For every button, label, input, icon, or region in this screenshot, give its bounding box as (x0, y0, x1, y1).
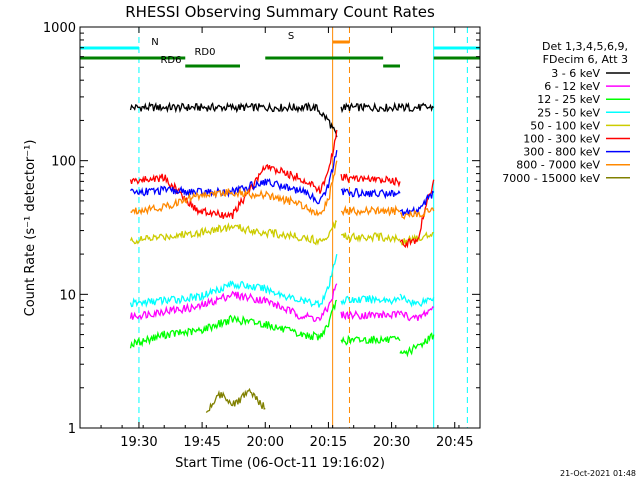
flag-label-rd6: RD6 (160, 55, 181, 66)
series-line-50-100-kev (399, 231, 434, 247)
legend: Det 1,3,4,5,6,9,FDecim 6, Att 33 - 6 keV… (502, 40, 630, 185)
x-tick-label: 20:15 (310, 435, 347, 450)
legend-label: 100 - 300 keV (523, 133, 600, 146)
series-line-6-12-kev (399, 306, 434, 322)
series-line-12-25-kev (399, 332, 435, 358)
legend-header: Det 1,3,4,5,6,9, (542, 40, 628, 53)
y-tick-label: 10 (59, 288, 76, 303)
series-line-300-800-kev (340, 187, 401, 200)
footer-timestamp: 21-Oct-2021 01:48 (560, 469, 636, 478)
legend-label: 12 - 25 keV (537, 93, 600, 106)
legend-header: FDecim 6, Att 3 (543, 53, 628, 66)
series-line-25-50-kev (399, 293, 435, 308)
flag-label-rd0: RD0 (194, 47, 215, 58)
legend-label: 6 - 12 keV (544, 80, 600, 93)
series-line-3-6-kev (340, 101, 401, 114)
series-line-50-100-kev (340, 232, 401, 244)
x-tick-label: 19:30 (120, 435, 157, 450)
flag-label-s: S (288, 31, 294, 42)
series-line-800-7000-kev (340, 204, 401, 217)
y-tick-label: 1000 (43, 21, 76, 36)
series-line-800-7000-kev (399, 207, 435, 220)
legend-label: 3 - 6 keV (551, 67, 600, 80)
flag-label-n: N (151, 37, 158, 48)
series-line-25-50-kev (129, 253, 338, 308)
legend-label: 300 - 800 keV (523, 146, 600, 159)
series-line-6-12-kev (129, 283, 338, 323)
legend-label: 50 - 100 keV (530, 119, 600, 132)
legend-label: 25 - 50 keV (537, 106, 600, 119)
series-line-100-300-kev (340, 173, 401, 188)
plot-area: N S RD0 RD6 (80, 27, 480, 428)
x-axis-label: Start Time (06-Oct-11 19:16:02) (175, 456, 385, 471)
series-line-12-25-kev (340, 334, 401, 346)
series-line-12-25-kev (129, 299, 338, 349)
x-tick-label: 20:00 (247, 435, 284, 450)
plot-frame (79, 26, 481, 429)
series-line-50-100-kev (129, 219, 338, 246)
y-tick-label: 1 (68, 422, 76, 437)
x-tick-label: 20:30 (373, 435, 410, 450)
legend-label: 7000 - 15000 keV (502, 172, 600, 185)
series-line-800-7000-kev (130, 160, 338, 217)
chart-title: RHESSI Observing Summary Count Rates (125, 3, 435, 21)
x-tick-label: 19:45 (183, 435, 220, 450)
series-line-3-6-kev (399, 101, 435, 113)
series-line-3-6-kev (129, 101, 338, 138)
x-tick-label: 20:45 (436, 435, 473, 450)
series-line-300-800-kev (129, 150, 338, 205)
y-tick-label: 100 (51, 155, 76, 170)
series-line-6-12-kev (340, 309, 401, 321)
y-axis-label: Count Rate (s⁻¹ detector⁻¹) (23, 140, 38, 317)
series-line-300-800-kev (399, 190, 435, 216)
series-line-7000-15000-kev (205, 387, 266, 414)
y-axis: 1 10 100 1000 (43, 21, 480, 437)
legend-label: 800 - 7000 keV (516, 159, 600, 172)
x-axis: 19:30 19:45 20:00 20:15 20:30 20:45 (79, 27, 481, 450)
series-line-100-300-kev (129, 129, 338, 220)
series-line-25-50-kev (340, 294, 401, 306)
